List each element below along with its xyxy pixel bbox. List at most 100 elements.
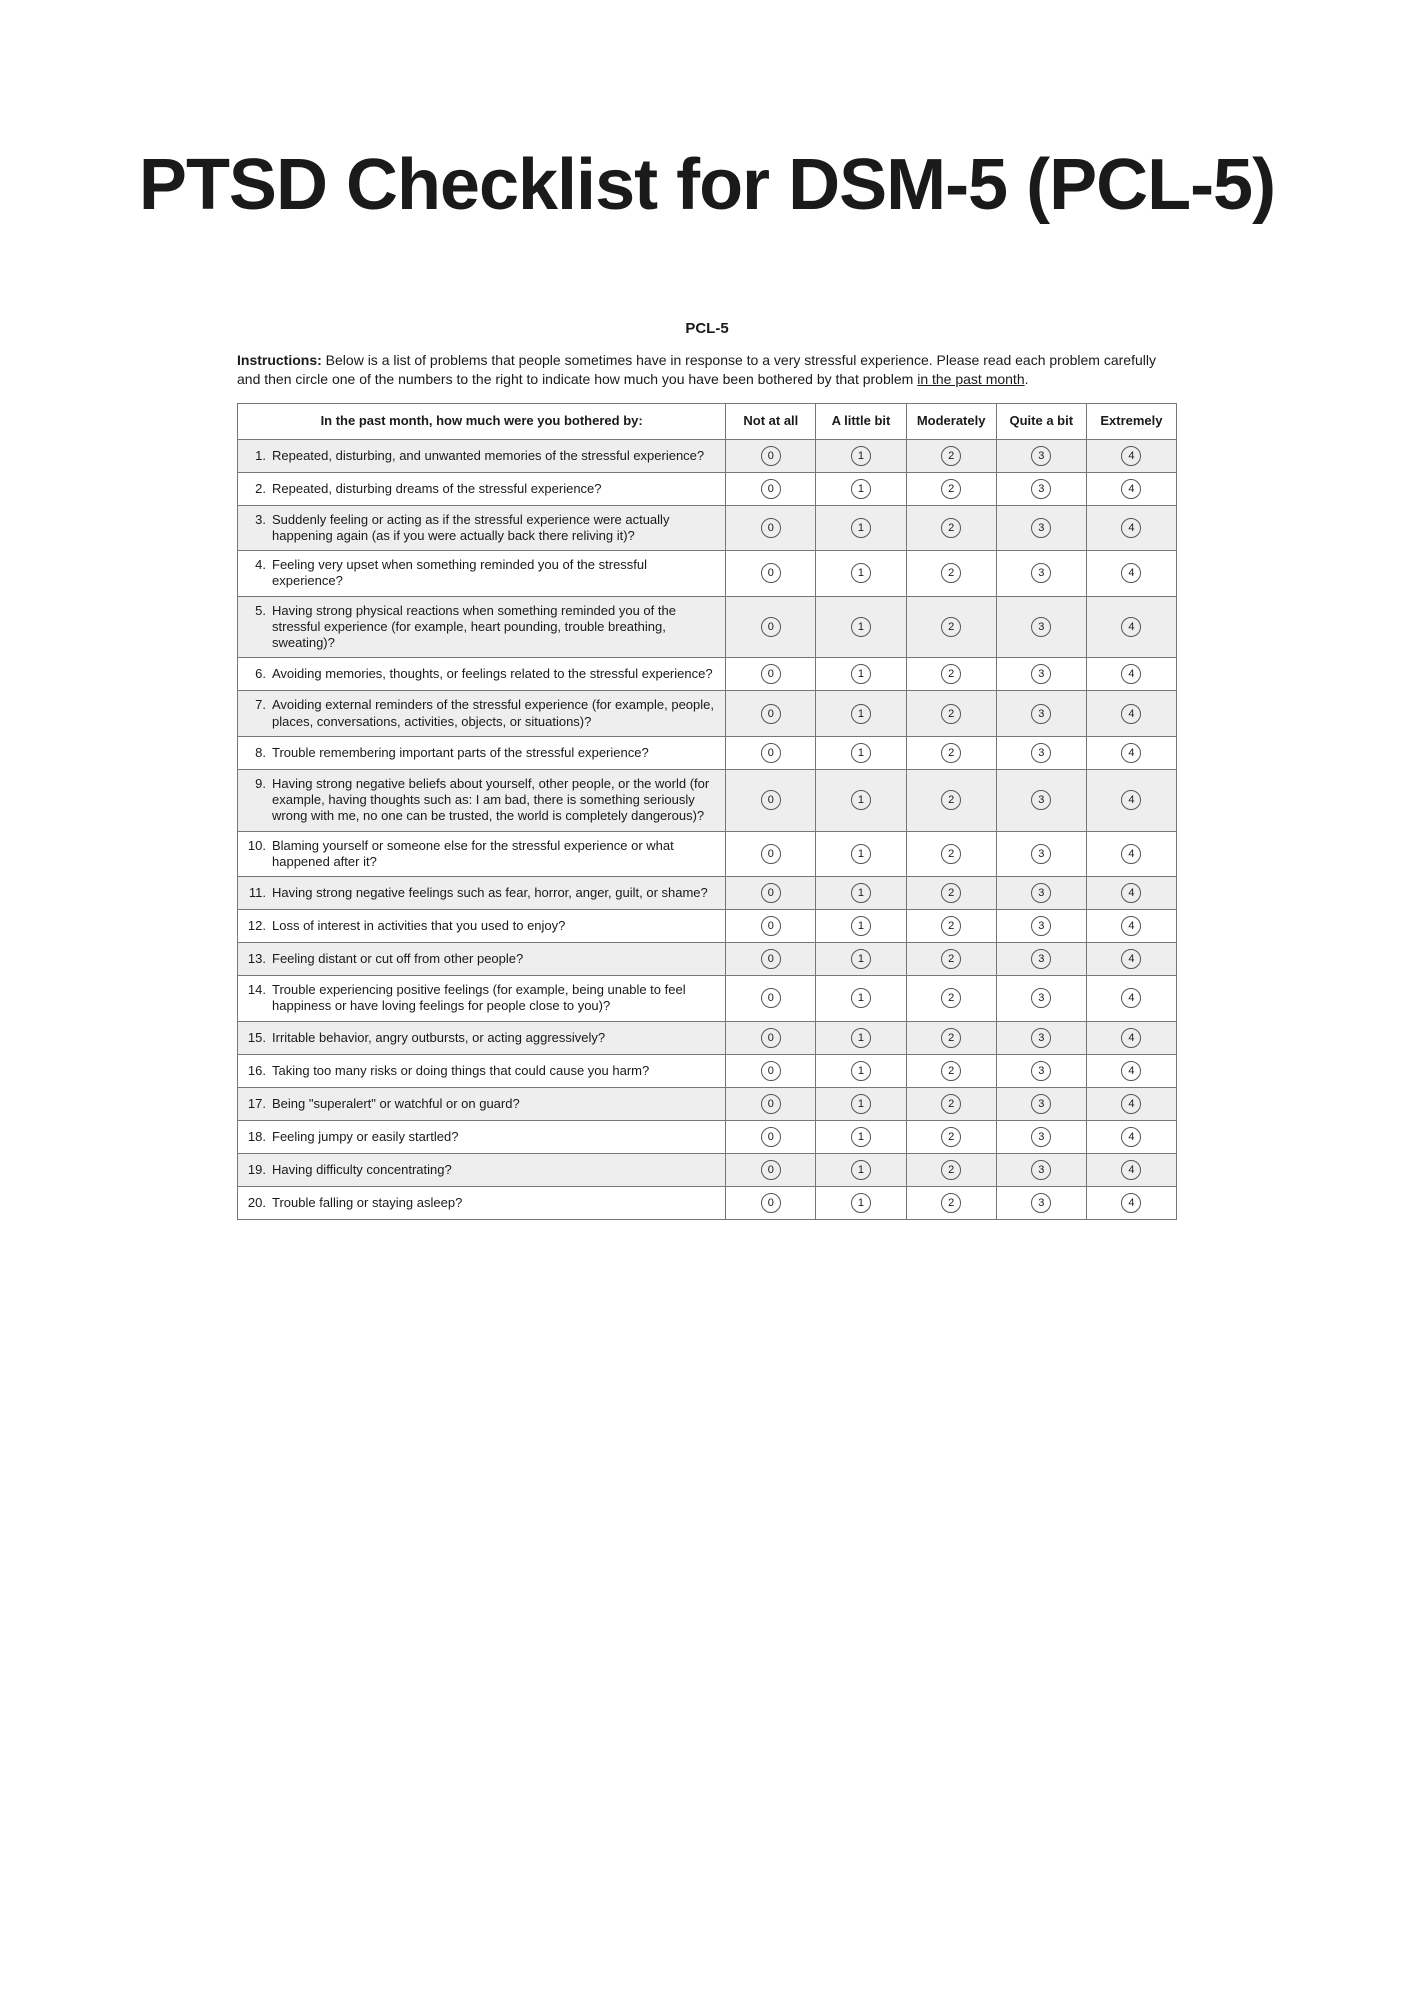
option-circle[interactable]: 0 xyxy=(761,518,781,538)
option-circle[interactable]: 3 xyxy=(1031,883,1051,903)
option-cell[interactable]: 4 xyxy=(1086,658,1176,691)
option-circle[interactable]: 1 xyxy=(851,949,871,969)
option-cell[interactable]: 4 xyxy=(1086,910,1176,943)
option-circle[interactable]: 2 xyxy=(941,1160,961,1180)
option-cell[interactable]: 3 xyxy=(996,1186,1086,1219)
option-circle[interactable]: 2 xyxy=(941,883,961,903)
option-cell[interactable]: 4 xyxy=(1086,1153,1176,1186)
option-cell[interactable]: 0 xyxy=(726,769,816,831)
option-cell[interactable]: 4 xyxy=(1086,439,1176,472)
option-circle[interactable]: 3 xyxy=(1031,446,1051,466)
option-cell[interactable]: 0 xyxy=(726,505,816,551)
option-cell[interactable]: 0 xyxy=(726,943,816,976)
option-cell[interactable]: 0 xyxy=(726,976,816,1022)
option-circle[interactable]: 0 xyxy=(761,1061,781,1081)
option-circle[interactable]: 0 xyxy=(761,790,781,810)
option-cell[interactable]: 0 xyxy=(726,910,816,943)
option-cell[interactable]: 0 xyxy=(726,472,816,505)
option-circle[interactable]: 1 xyxy=(851,844,871,864)
option-circle[interactable]: 2 xyxy=(941,916,961,936)
option-cell[interactable]: 4 xyxy=(1086,1087,1176,1120)
option-cell[interactable]: 3 xyxy=(996,736,1086,769)
option-cell[interactable]: 0 xyxy=(726,658,816,691)
option-cell[interactable]: 1 xyxy=(816,976,906,1022)
option-cell[interactable]: 4 xyxy=(1086,976,1176,1022)
option-circle[interactable]: 0 xyxy=(761,664,781,684)
option-circle[interactable]: 4 xyxy=(1121,479,1141,499)
option-cell[interactable]: 1 xyxy=(816,596,906,658)
option-cell[interactable]: 2 xyxy=(906,658,996,691)
option-circle[interactable]: 1 xyxy=(851,1193,871,1213)
option-circle[interactable]: 1 xyxy=(851,479,871,499)
option-circle[interactable]: 1 xyxy=(851,988,871,1008)
option-circle[interactable]: 2 xyxy=(941,518,961,538)
option-circle[interactable]: 0 xyxy=(761,479,781,499)
option-cell[interactable]: 1 xyxy=(816,769,906,831)
option-circle[interactable]: 4 xyxy=(1121,1160,1141,1180)
option-cell[interactable]: 1 xyxy=(816,1087,906,1120)
option-cell[interactable]: 3 xyxy=(996,1021,1086,1054)
option-cell[interactable]: 3 xyxy=(996,472,1086,505)
option-cell[interactable]: 0 xyxy=(726,736,816,769)
option-circle[interactable]: 4 xyxy=(1121,1061,1141,1081)
option-cell[interactable]: 3 xyxy=(996,505,1086,551)
option-circle[interactable]: 1 xyxy=(851,1094,871,1114)
option-circle[interactable]: 2 xyxy=(941,704,961,724)
option-circle[interactable]: 2 xyxy=(941,446,961,466)
option-circle[interactable]: 4 xyxy=(1121,1094,1141,1114)
option-circle[interactable]: 0 xyxy=(761,617,781,637)
option-circle[interactable]: 4 xyxy=(1121,883,1141,903)
option-cell[interactable]: 1 xyxy=(816,943,906,976)
option-circle[interactable]: 2 xyxy=(941,1094,961,1114)
option-cell[interactable]: 0 xyxy=(726,1153,816,1186)
option-cell[interactable]: 1 xyxy=(816,1054,906,1087)
option-cell[interactable]: 2 xyxy=(906,976,996,1022)
option-circle[interactable]: 0 xyxy=(761,988,781,1008)
option-cell[interactable]: 0 xyxy=(726,1186,816,1219)
option-cell[interactable]: 1 xyxy=(816,1153,906,1186)
option-cell[interactable]: 2 xyxy=(906,877,996,910)
option-cell[interactable]: 4 xyxy=(1086,1186,1176,1219)
option-circle[interactable]: 1 xyxy=(851,1127,871,1147)
option-circle[interactable]: 4 xyxy=(1121,617,1141,637)
option-circle[interactable]: 2 xyxy=(941,1127,961,1147)
option-circle[interactable]: 3 xyxy=(1031,1061,1051,1081)
option-cell[interactable]: 3 xyxy=(996,658,1086,691)
option-cell[interactable]: 4 xyxy=(1086,551,1176,597)
option-circle[interactable]: 2 xyxy=(941,790,961,810)
option-circle[interactable]: 3 xyxy=(1031,704,1051,724)
option-circle[interactable]: 3 xyxy=(1031,844,1051,864)
option-cell[interactable]: 4 xyxy=(1086,1021,1176,1054)
option-circle[interactable]: 3 xyxy=(1031,790,1051,810)
option-circle[interactable]: 1 xyxy=(851,617,871,637)
option-circle[interactable]: 2 xyxy=(941,1193,961,1213)
option-circle[interactable]: 3 xyxy=(1031,916,1051,936)
option-cell[interactable]: 1 xyxy=(816,439,906,472)
option-circle[interactable]: 4 xyxy=(1121,1028,1141,1048)
option-circle[interactable]: 1 xyxy=(851,1061,871,1081)
option-circle[interactable]: 2 xyxy=(941,479,961,499)
option-cell[interactable]: 2 xyxy=(906,1021,996,1054)
option-cell[interactable]: 1 xyxy=(816,1021,906,1054)
option-cell[interactable]: 2 xyxy=(906,943,996,976)
option-cell[interactable]: 1 xyxy=(816,691,906,737)
option-circle[interactable]: 0 xyxy=(761,949,781,969)
option-circle[interactable]: 0 xyxy=(761,1193,781,1213)
option-cell[interactable]: 4 xyxy=(1086,596,1176,658)
option-cell[interactable]: 4 xyxy=(1086,1054,1176,1087)
option-cell[interactable]: 1 xyxy=(816,505,906,551)
option-cell[interactable]: 1 xyxy=(816,472,906,505)
option-cell[interactable]: 3 xyxy=(996,1054,1086,1087)
option-cell[interactable]: 4 xyxy=(1086,691,1176,737)
option-cell[interactable]: 2 xyxy=(906,1054,996,1087)
option-cell[interactable]: 0 xyxy=(726,1087,816,1120)
option-cell[interactable]: 0 xyxy=(726,596,816,658)
option-circle[interactable]: 0 xyxy=(761,563,781,583)
option-cell[interactable]: 3 xyxy=(996,831,1086,877)
option-circle[interactable]: 1 xyxy=(851,664,871,684)
option-cell[interactable]: 2 xyxy=(906,472,996,505)
option-cell[interactable]: 2 xyxy=(906,1186,996,1219)
option-cell[interactable]: 2 xyxy=(906,910,996,943)
option-circle[interactable]: 0 xyxy=(761,916,781,936)
option-circle[interactable]: 0 xyxy=(761,704,781,724)
